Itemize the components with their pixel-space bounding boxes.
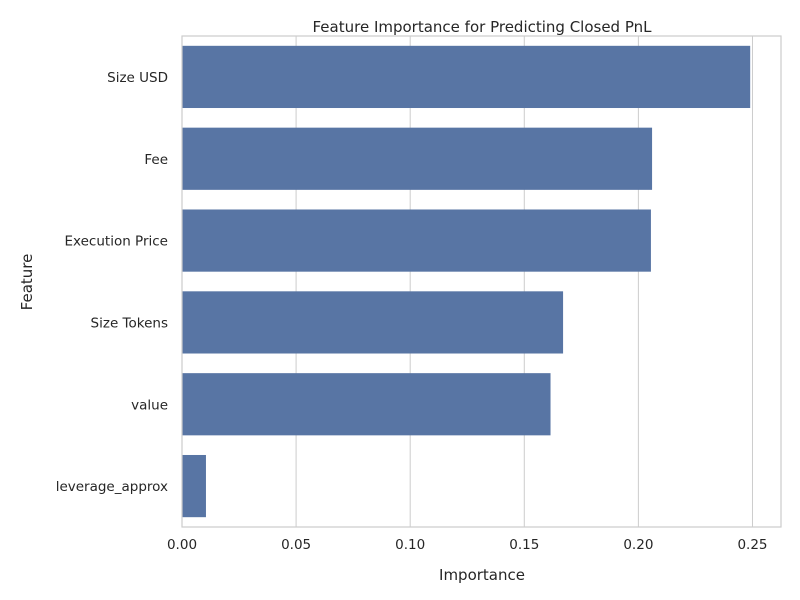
x-tick-label: 0.25 [737, 537, 767, 553]
x-tick-label: 0.10 [395, 537, 425, 553]
x-tick-label: 0.00 [167, 537, 197, 553]
y-tick-label: leverage_approx [56, 479, 168, 495]
x-tick-label: 0.15 [509, 537, 539, 553]
x-axis-label: Importance [439, 566, 525, 584]
x-tick-label: 0.20 [623, 537, 653, 553]
x-tick-labels: 0.00 0.05 0.10 0.15 0.20 0.25 [167, 537, 768, 553]
y-tick-label: Fee [144, 152, 168, 168]
y-tick-labels: Size USD Fee Execution Price Size Tokens val… [56, 70, 168, 495]
bar-fee [182, 127, 653, 190]
y-tick-label: Execution Price [65, 234, 168, 250]
bar-size-tokens [182, 291, 564, 354]
bar-size-usd [182, 45, 751, 109]
y-tick-label: Size Tokens [91, 315, 168, 331]
bar-layer [182, 45, 751, 518]
y-axis-label: Feature [18, 254, 36, 311]
bar-leverage-approx [182, 454, 206, 518]
bar-value [182, 373, 551, 436]
y-tick-label: Size USD [107, 70, 168, 86]
x-tick-label: 0.05 [281, 537, 311, 553]
y-tick-label: value [131, 397, 168, 413]
bar-execution-price [182, 209, 651, 272]
chart-title: Feature Importance for Predicting Closed… [313, 18, 653, 36]
grid-layer [181, 36, 753, 527]
plot-frame [181, 35, 782, 528]
